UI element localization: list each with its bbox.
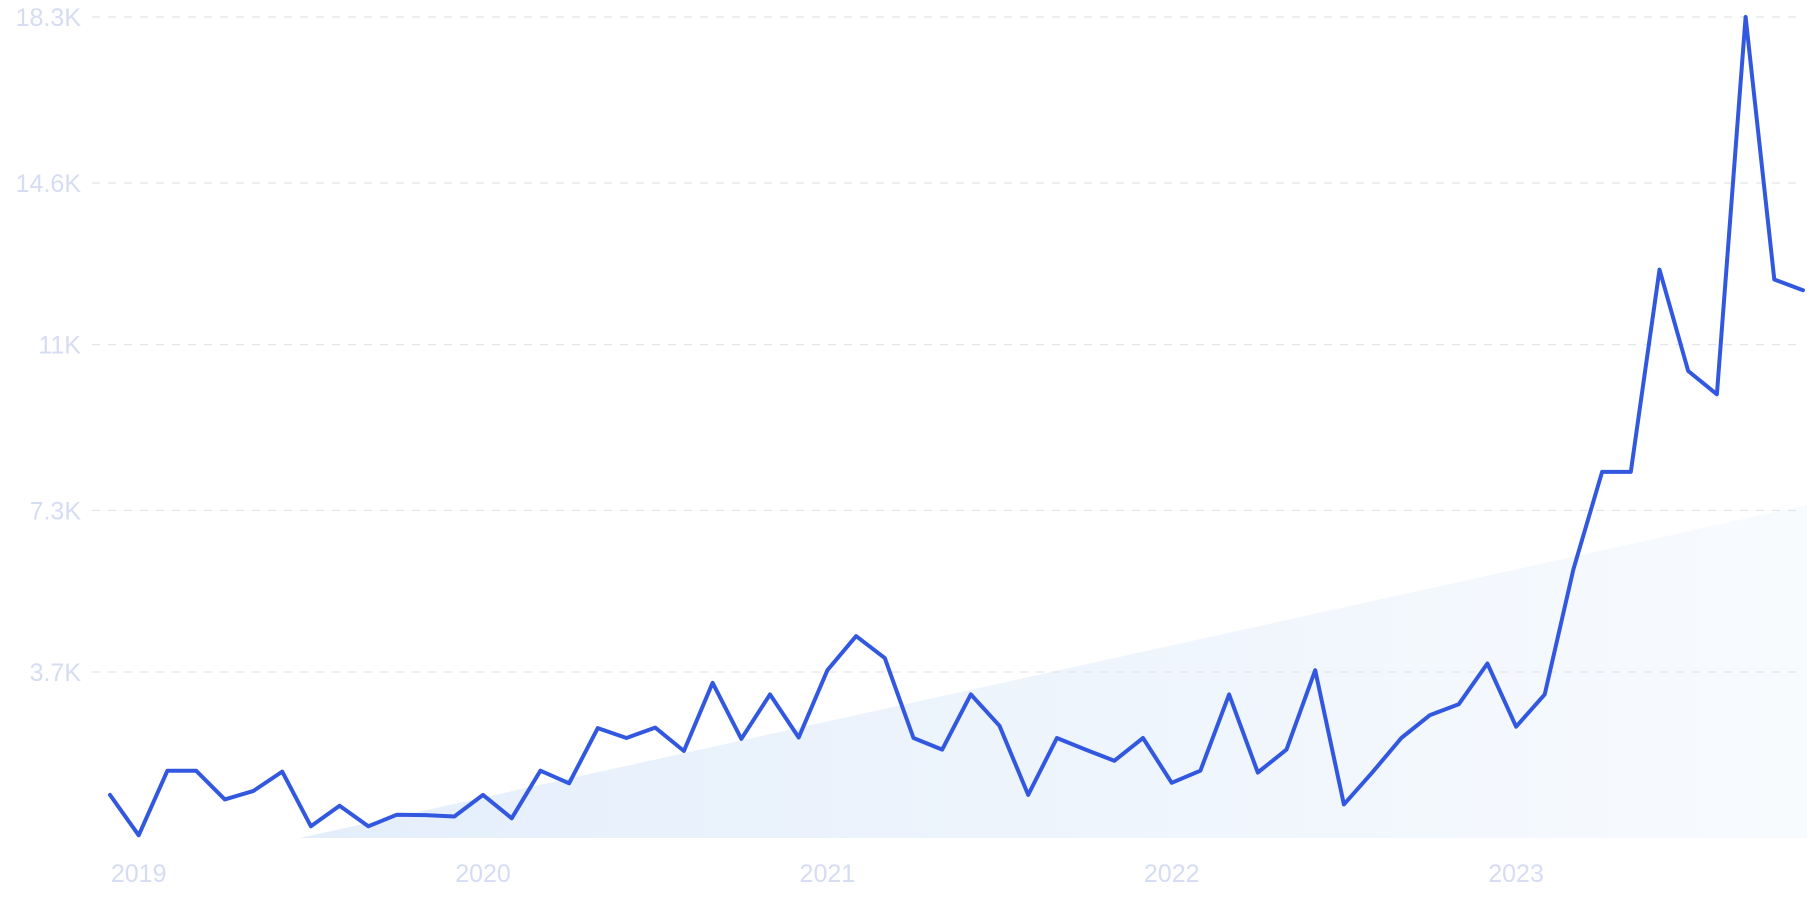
x-tick-label: 2020 [455,860,511,888]
y-tick-label: 11K [38,332,81,360]
series-line-1 [108,15,1805,838]
series-lines [108,15,1805,838]
x-axis-ticks: 2019 2020 2021 2022 2023 [111,860,1544,888]
grid-lines [92,16,1800,673]
y-tick-label: 7.3K [30,497,82,525]
x-tick-label: 2022 [1144,860,1200,888]
y-tick-label: 14.6K [16,170,82,198]
y-axis-ticks: 3.7K 7.3K 11K 14.6K 18.3K [16,4,82,687]
x-tick-label: 2023 [1488,860,1544,888]
x-tick-label: 2021 [800,860,856,888]
y-tick-label: 3.7K [30,659,82,687]
y-tick-label: 18.3K [16,4,82,32]
x-tick-label: 2019 [111,860,167,888]
